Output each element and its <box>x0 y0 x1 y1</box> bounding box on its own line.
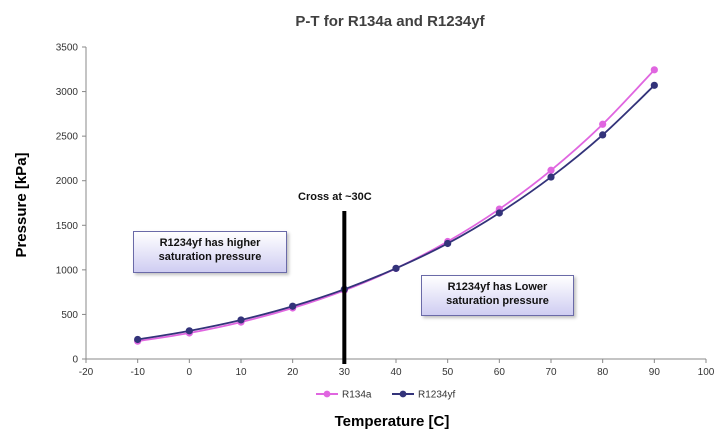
y-tick-label: 0 <box>72 355 78 366</box>
legend-swatch-marker <box>399 390 407 398</box>
x-tick-label: 70 <box>545 367 557 378</box>
y-tick-label: 3500 <box>56 43 79 54</box>
legend-label: R1234yf <box>418 390 455 401</box>
x-tick-label: 50 <box>442 367 454 378</box>
higher-pressure-callout: R1234yf has higher saturation pressure <box>133 231 287 273</box>
x-tick-label: 40 <box>390 367 402 378</box>
data-point-r1234yf <box>650 81 658 89</box>
data-point-r1234yf <box>237 316 245 324</box>
y-tick-label: 1000 <box>56 265 79 276</box>
x-tick-label: -10 <box>130 367 145 378</box>
x-tick-label: 100 <box>698 367 714 378</box>
legend-label: R134a <box>342 390 372 401</box>
y-axis-title: Pressure [kPa] <box>13 152 30 257</box>
legend-swatch-marker <box>323 390 331 398</box>
data-point-r1234yf <box>185 327 193 335</box>
y-tick-label: 2500 <box>56 132 79 143</box>
x-tick-label: 0 <box>187 367 193 378</box>
data-point-r1234yf <box>547 173 555 181</box>
x-tick-label: 20 <box>287 367 299 378</box>
data-point-r1234yf <box>599 131 607 139</box>
x-tick-label: 10 <box>235 367 247 378</box>
y-tick-label: 2000 <box>56 176 79 187</box>
x-tick-label: -20 <box>79 367 94 378</box>
x-tick-label: 60 <box>494 367 506 378</box>
series-line-r134a <box>137 69 655 343</box>
data-point-r1234yf <box>495 209 503 217</box>
data-point-r134a <box>599 120 607 128</box>
data-point-r1234yf <box>134 335 142 344</box>
x-axis-title: Temperature [C] <box>335 413 450 430</box>
x-tick-label: 30 <box>339 367 351 378</box>
data-point-r1234yf <box>444 239 452 248</box>
x-tick-label: 90 <box>649 367 661 378</box>
data-point-r134a <box>650 66 658 74</box>
chart-title: P-T for R134a and R1234yf <box>295 13 485 30</box>
y-tick-label: 1500 <box>56 221 79 232</box>
series-line-r1234yf <box>137 84 655 341</box>
cross-annotation-label: Cross at ~30C <box>298 191 372 203</box>
x-tick-label: 80 <box>597 367 609 378</box>
y-tick-label: 3000 <box>56 87 79 98</box>
lower-pressure-callout: R1234yf has Lower saturation pressure <box>421 275 574 316</box>
y-tick-label: 500 <box>61 310 78 321</box>
data-point-r1234yf <box>289 302 297 310</box>
data-point-r134a <box>547 166 555 174</box>
data-point-r1234yf <box>392 264 400 272</box>
